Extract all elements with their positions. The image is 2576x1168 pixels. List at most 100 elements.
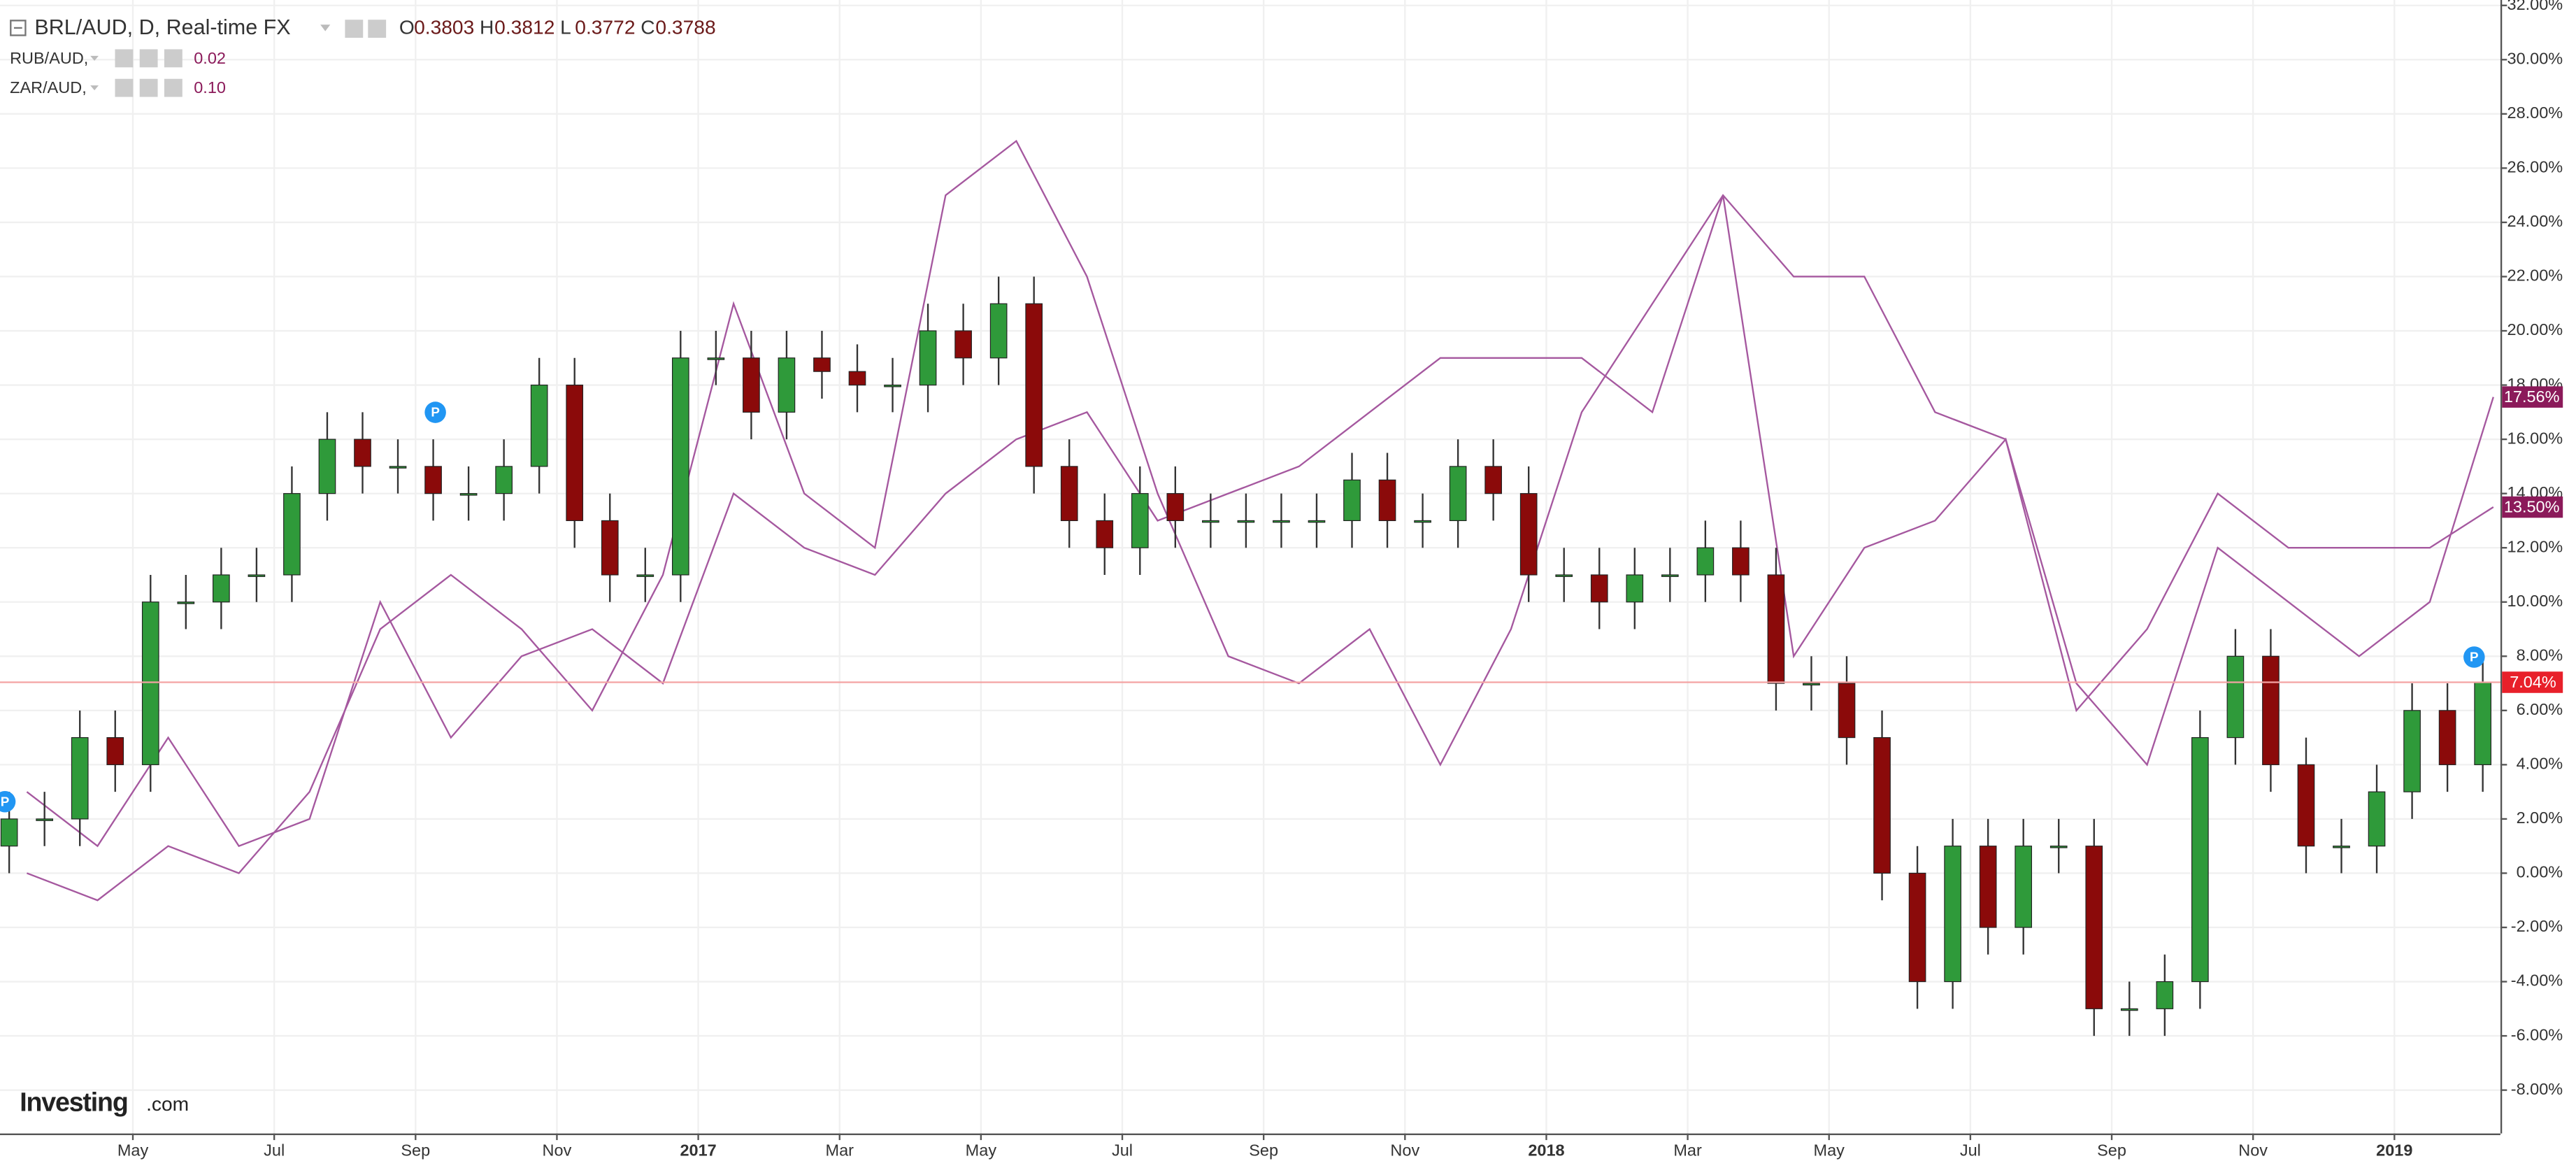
axes: -8.00% -6.00% -4.00% -2.00% 0.00% 2.00% 4.00% 6… — [117, 0, 2563, 1160]
y-tick-label: 0.00% — [2517, 863, 2563, 881]
y-tick-label: 10.00% — [2507, 592, 2563, 610]
candle-body — [1378, 479, 1396, 522]
settings-button[interactable] — [115, 78, 134, 97]
y-tick-label: 2.00% — [2517, 809, 2563, 827]
visibility-button[interactable] — [139, 49, 158, 68]
price-badge — [2502, 671, 2563, 693]
visibility-button[interactable] — [368, 20, 387, 38]
line-series — [26, 194, 2494, 848]
candle-body — [1166, 493, 1185, 522]
series-badge — [2502, 496, 2563, 518]
candle-body — [743, 357, 760, 413]
x-tick-label: May — [117, 1141, 149, 1160]
y-tick-label: -4.00% — [2511, 971, 2563, 990]
candle-body — [1096, 520, 1114, 548]
x-tick-label: Jul — [264, 1141, 285, 1160]
legend-name: ZAR/AUD, — [10, 78, 87, 97]
candle-body — [2474, 681, 2491, 765]
logo: Investing .com — [20, 1087, 189, 1116]
series-badge-label: 13.50% — [2504, 497, 2560, 515]
x-tick-label: Nov — [1390, 1141, 1419, 1160]
candle-body — [2085, 846, 2103, 1009]
candle-body — [636, 574, 654, 577]
candle-body — [2049, 846, 2068, 848]
candle-body — [671, 357, 689, 576]
ohlc-letter: O — [399, 16, 415, 38]
logo-name: Investing — [20, 1087, 127, 1116]
settings-button[interactable] — [115, 49, 134, 68]
ohlc-letter: L — [560, 16, 571, 38]
y-tick-label: 30.00% — [2507, 50, 2563, 68]
x-tick-label: Nov — [543, 1141, 572, 1160]
price-label: 7.04% — [2510, 673, 2556, 691]
candle-body — [1555, 574, 1573, 577]
candle-body — [0, 818, 18, 847]
y-tick-label: 4.00% — [2517, 755, 2563, 773]
candle-body — [1803, 683, 1820, 685]
x-tick-label: 2017 — [680, 1141, 716, 1160]
event-marker-label: P — [431, 405, 440, 420]
x-tick-label: Sep — [1249, 1141, 1278, 1160]
candle-body — [213, 574, 230, 603]
y-tick-label: 8.00% — [2517, 646, 2563, 664]
candle-body — [2156, 981, 2174, 1009]
y-tick-label: -6.00% — [2511, 1025, 2563, 1044]
candle-body — [424, 466, 442, 494]
candle-body — [989, 303, 1008, 359]
dropdown-arrow[interactable] — [90, 55, 99, 61]
dropdown-arrow[interactable] — [320, 24, 331, 31]
candle-body — [1449, 466, 1467, 522]
legend-param: 0.02 — [194, 49, 226, 67]
candle-body — [248, 574, 266, 577]
y-tick-label: 28.00% — [2507, 104, 2563, 122]
candle-body — [36, 818, 54, 821]
candle-body — [1237, 520, 1255, 523]
candle-body — [566, 384, 584, 522]
candle-body — [954, 330, 972, 359]
candle-body — [2438, 710, 2456, 765]
ohlc-value: 0.3788 — [655, 16, 715, 38]
candle-body — [1661, 574, 1679, 577]
candle-body — [71, 737, 89, 820]
x-tick-label: May — [966, 1141, 997, 1160]
series-badge-label: 17.56% — [2504, 387, 2560, 406]
settings-button[interactable] — [345, 20, 364, 38]
visibility-button[interactable] — [139, 78, 158, 97]
event-marker[interactable] — [2463, 646, 2485, 668]
candle-body — [1343, 479, 1361, 522]
remove-button[interactable] — [164, 78, 183, 97]
candle-body — [1979, 846, 1997, 928]
event-marker[interactable] — [424, 401, 446, 423]
candle-body — [495, 466, 513, 494]
candle-body — [1519, 493, 1538, 576]
ohlc-value: 0.3812 — [494, 16, 554, 38]
y-tick-label: 24.00% — [2507, 212, 2563, 230]
y-tick-label: 6.00% — [2517, 700, 2563, 718]
dropdown-arrow[interactable] — [90, 85, 99, 91]
collapse-button[interactable] — [10, 20, 27, 36]
y-tick-label: 16.00% — [2507, 429, 2563, 447]
x-tick-label: Sep — [2097, 1141, 2126, 1160]
ohlc-value: 0.3772 — [575, 16, 635, 38]
candle-body — [884, 384, 901, 387]
remove-button[interactable] — [164, 49, 183, 68]
y-tick-label: -8.00% — [2511, 1080, 2563, 1098]
plot — [0, 139, 2500, 1037]
y-tick-label: 26.00% — [2507, 158, 2563, 176]
candle-body — [1060, 466, 1078, 522]
x-tick-label: Nov — [2238, 1141, 2268, 1160]
candle-body — [2262, 655, 2280, 765]
candle-body — [919, 330, 937, 386]
ohlc-letter: C — [641, 16, 654, 38]
logo-suffix: .com — [146, 1092, 189, 1115]
event-marker[interactable] — [0, 790, 16, 813]
candle-body — [177, 601, 195, 604]
candle-body — [2403, 710, 2421, 792]
candle-body — [1484, 466, 1502, 494]
event-marker-label: P — [2470, 650, 2479, 664]
candle-body — [1838, 683, 1856, 739]
candle-body — [1202, 520, 1219, 523]
candle-body — [1908, 872, 1926, 983]
